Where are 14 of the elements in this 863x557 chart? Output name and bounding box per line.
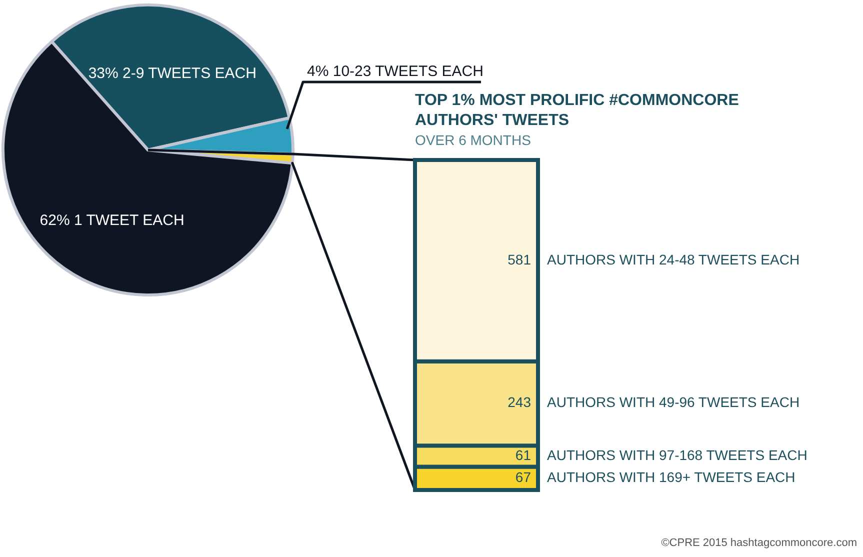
text: ©CPRE 2015 hashtagcommoncore.com [661, 537, 857, 549]
data-label: 581 [508, 251, 532, 268]
slice-label: 33% 2-9 TWEETS EACH [88, 65, 256, 82]
series-label: AUTHORS WITH 169+ TWEETS EACH [547, 469, 796, 486]
data-label: 67 [515, 469, 532, 486]
text: TOP 1% MOST PROLIFIC #COMMONCORE AUTHORS' TWEETS [415, 91, 740, 131]
data-label: 61 [515, 446, 532, 463]
series-label: AUTHORS WITH 97-168 TWEETS EACH [547, 446, 808, 463]
slice-label: 4% 10-23 TWEETS EACH [307, 63, 484, 80]
data-label: 243 [508, 394, 532, 410]
series-label: AUTHORS WITH 24-48 TWEETS EACH [547, 251, 800, 268]
chart-subtitle: OVER 6 MONTHS [415, 131, 532, 149]
series-label: AUTHORS WITH 49-96 TWEETS EACH [547, 394, 800, 410]
slice-label: 62% 1 TWEET EACH [40, 212, 184, 230]
